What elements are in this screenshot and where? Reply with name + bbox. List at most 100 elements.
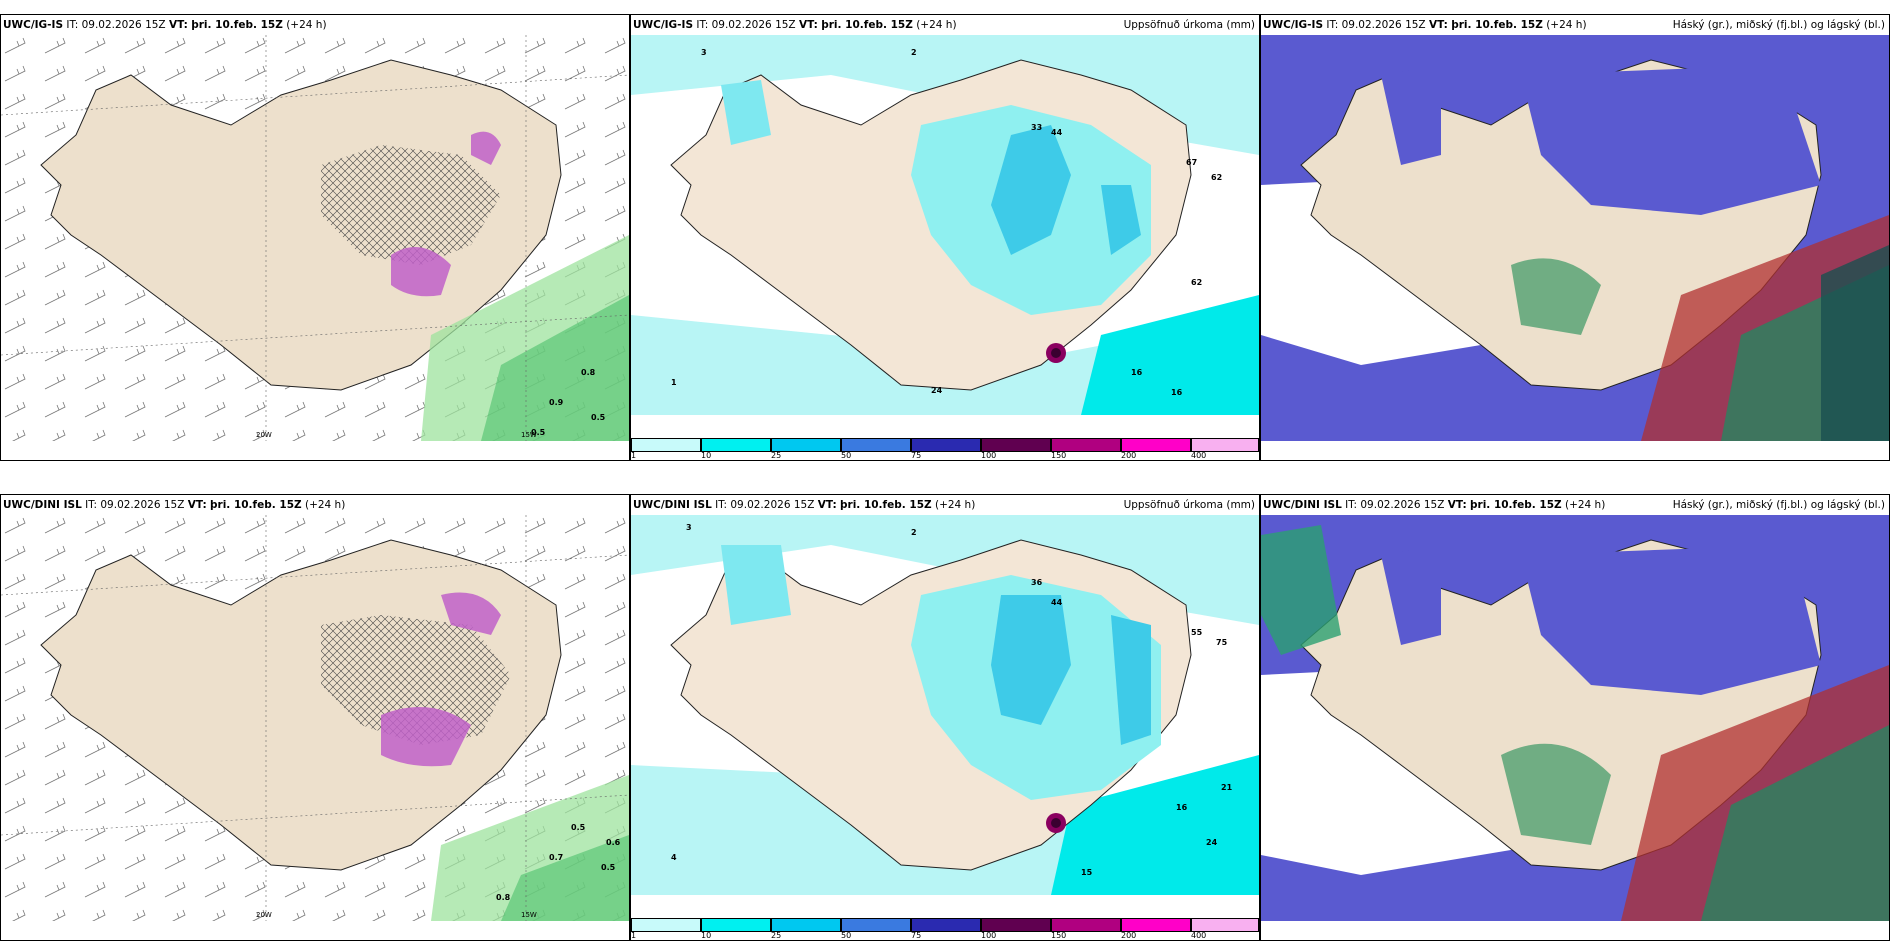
- colorbar-swatch: [981, 438, 1051, 452]
- precip-label: 21: [1221, 783, 1233, 792]
- colorbar-swatch: [631, 918, 701, 932]
- colorbar-swatch: [1121, 438, 1191, 452]
- colorbar-tick: 50: [841, 931, 852, 940]
- model-name: UWC/IG-IS: [3, 19, 64, 31]
- precip-label: 2: [911, 528, 917, 537]
- init-time: 09.02.2026 15Z: [730, 499, 815, 511]
- wind-value-label: 0.9: [549, 398, 564, 407]
- panel-header: UWC/IG-IS IT: 09.02.2026 15Z VT: þri. 10…: [1261, 15, 1889, 35]
- wind-value-label: 0.6: [606, 838, 621, 847]
- colorbar-tick: 200: [1121, 931, 1137, 940]
- precip-label: 62: [1191, 278, 1202, 287]
- panel-header: UWC/DINI ISL IT: 09.02.2026 15Z VT: þri.…: [631, 495, 1259, 515]
- colorbar-tick: 100: [981, 931, 997, 940]
- map-area: [1261, 35, 1889, 441]
- colorbar-tick: 50: [841, 451, 852, 460]
- colorbar-swatch: [701, 918, 771, 932]
- model-name: UWC/DINI ISL: [3, 499, 82, 511]
- precip-label: 24: [931, 386, 943, 395]
- valid-time: þri. 10.feb. 15Z: [191, 19, 283, 31]
- panel-wind-cloud-ig: UWC/IG-IS IT: 09.02.2026 15Z VT: þri. 10…: [0, 14, 630, 461]
- map-area: [1261, 515, 1889, 921]
- colorbar-tick: 75: [911, 931, 922, 940]
- wind-value-label: 0.7: [549, 853, 563, 862]
- init-time: 09.02.2026 15Z: [100, 499, 185, 511]
- map-area: 3 2 33 44 67 62 62 16 16 24 1: [631, 35, 1259, 441]
- lead-time: (+24 h): [286, 19, 327, 31]
- precip-label: 3: [686, 523, 692, 532]
- precip-label: 36: [1031, 578, 1043, 587]
- wind-value-label: 0.8: [496, 893, 511, 902]
- precip-label: 75: [1216, 638, 1228, 647]
- precip-label: 67: [1186, 158, 1197, 167]
- iceland-cloud-map: [1261, 515, 1889, 921]
- model-name: UWC/DINI ISL: [1263, 499, 1342, 511]
- precip-label: 44: [1051, 128, 1063, 137]
- colorbar-swatch: [841, 918, 911, 932]
- precip-label: 16: [1176, 803, 1188, 812]
- colorbar-swatch: [771, 438, 841, 452]
- valid-time: þri. 10.feb. 15Z: [1451, 19, 1543, 31]
- valid-time: þri. 10.feb. 15Z: [210, 499, 302, 511]
- map-area: 0.5 0.6 0.7 0.5 0.8 20W 15W: [1, 515, 629, 921]
- precip-label: 3: [701, 48, 707, 57]
- colorbar-swatch: [911, 438, 981, 452]
- iceland-cloud-map: [1261, 35, 1889, 441]
- colorbar-swatch: [1051, 438, 1121, 452]
- model-name: UWC/IG-IS: [633, 19, 694, 31]
- panel-wind-cloud-dini: UWC/DINI ISL IT: 09.02.2026 15Z VT: þri.…: [0, 494, 630, 941]
- panel-precip-dini: UWC/DINI ISL IT: 09.02.2026 15Z VT: þri.…: [630, 494, 1260, 941]
- colorbar-tick: 150: [1051, 451, 1067, 460]
- colorbar-tick: 150: [1051, 931, 1067, 940]
- lead-time: (+24 h): [304, 499, 346, 511]
- wind-value-label: 0.8: [581, 368, 596, 377]
- panel-header: UWC/IG-IS IT: 09.02.2026 15Z VT: þri. 10…: [631, 15, 1259, 35]
- wind-value-label: 0.5: [601, 863, 616, 872]
- lead-time: (+24 h): [1546, 19, 1587, 31]
- colorbar-tick: 400: [1191, 451, 1207, 460]
- colorbar-tick: 25: [771, 451, 782, 460]
- precip-label: 62: [1211, 173, 1222, 182]
- colorbar-tick: 10: [701, 931, 712, 940]
- precip-label: 16: [1171, 388, 1183, 397]
- precip-label: 44: [1051, 598, 1063, 607]
- wind-value-label: 0.5: [531, 428, 546, 437]
- precip-label: 1: [671, 378, 677, 387]
- lead-time: (+24 h): [1564, 499, 1606, 511]
- iceland-precip-map: 3 2 33 44 67 62 62 16 16 24 1: [631, 35, 1259, 441]
- lead-time: (+24 h): [916, 19, 957, 31]
- colorbar-swatch: [981, 918, 1051, 932]
- panel-clouds-ig: UWC/IG-IS IT: 09.02.2026 15Z VT: þri. 10…: [1260, 14, 1890, 461]
- wind-value-label: 0.5: [571, 823, 586, 832]
- colorbar-swatch: [1191, 918, 1259, 932]
- colorbar-tick: 25: [771, 931, 782, 940]
- lon-label-15w: 15W: [521, 431, 537, 439]
- init-time: 09.02.2026 15Z: [1360, 499, 1445, 511]
- colorbar-tick: 75: [911, 451, 922, 460]
- iceland-wind-map: 0.5 0.6 0.7 0.5 0.8 20W 15W: [1, 515, 629, 921]
- panel-header: UWC/IG-IS IT: 09.02.2026 15Z VT: þri. 10…: [1, 15, 629, 35]
- panel-title: Uppsöfnuð úrkoma (mm): [1123, 499, 1255, 511]
- precip-label: 33: [1031, 123, 1042, 132]
- colorbar: 1 10 25 50 75 100 150 200 400: [631, 436, 1259, 460]
- model-name: UWC/IG-IS: [1263, 19, 1324, 31]
- init-time: 09.02.2026 15Z: [1341, 19, 1426, 31]
- iceland-precip-map: 3 2 36 44 55 75 21 16 24 15 4: [631, 515, 1259, 921]
- panel-header: UWC/DINI ISL IT: 09.02.2026 15Z VT: þri.…: [1, 495, 629, 515]
- colorbar-tick: 400: [1191, 931, 1207, 940]
- map-area: 3 2 36 44 55 75 21 16 24 15 4: [631, 515, 1259, 921]
- colorbar-tick: 10: [701, 451, 712, 460]
- colorbar-tick: 100: [981, 451, 997, 460]
- lead-time: (+24 h): [934, 499, 976, 511]
- precip-label: 15: [1081, 868, 1093, 877]
- precip-label: 24: [1206, 838, 1218, 847]
- colorbar-swatch: [1121, 918, 1191, 932]
- iceland-wind-map: 0.8 0.9 0.5 0.5 20W 15W: [1, 35, 629, 441]
- precip-label: 55: [1191, 628, 1203, 637]
- valid-time: þri. 10.feb. 15Z: [840, 499, 932, 511]
- lon-label-20w: 20W: [256, 911, 272, 919]
- panel-precip-ig: UWC/IG-IS IT: 09.02.2026 15Z VT: þri. 10…: [630, 14, 1260, 461]
- precip-label: 2: [911, 48, 917, 57]
- colorbar-swatch: [841, 438, 911, 452]
- valid-time: þri. 10.feb. 15Z: [821, 19, 913, 31]
